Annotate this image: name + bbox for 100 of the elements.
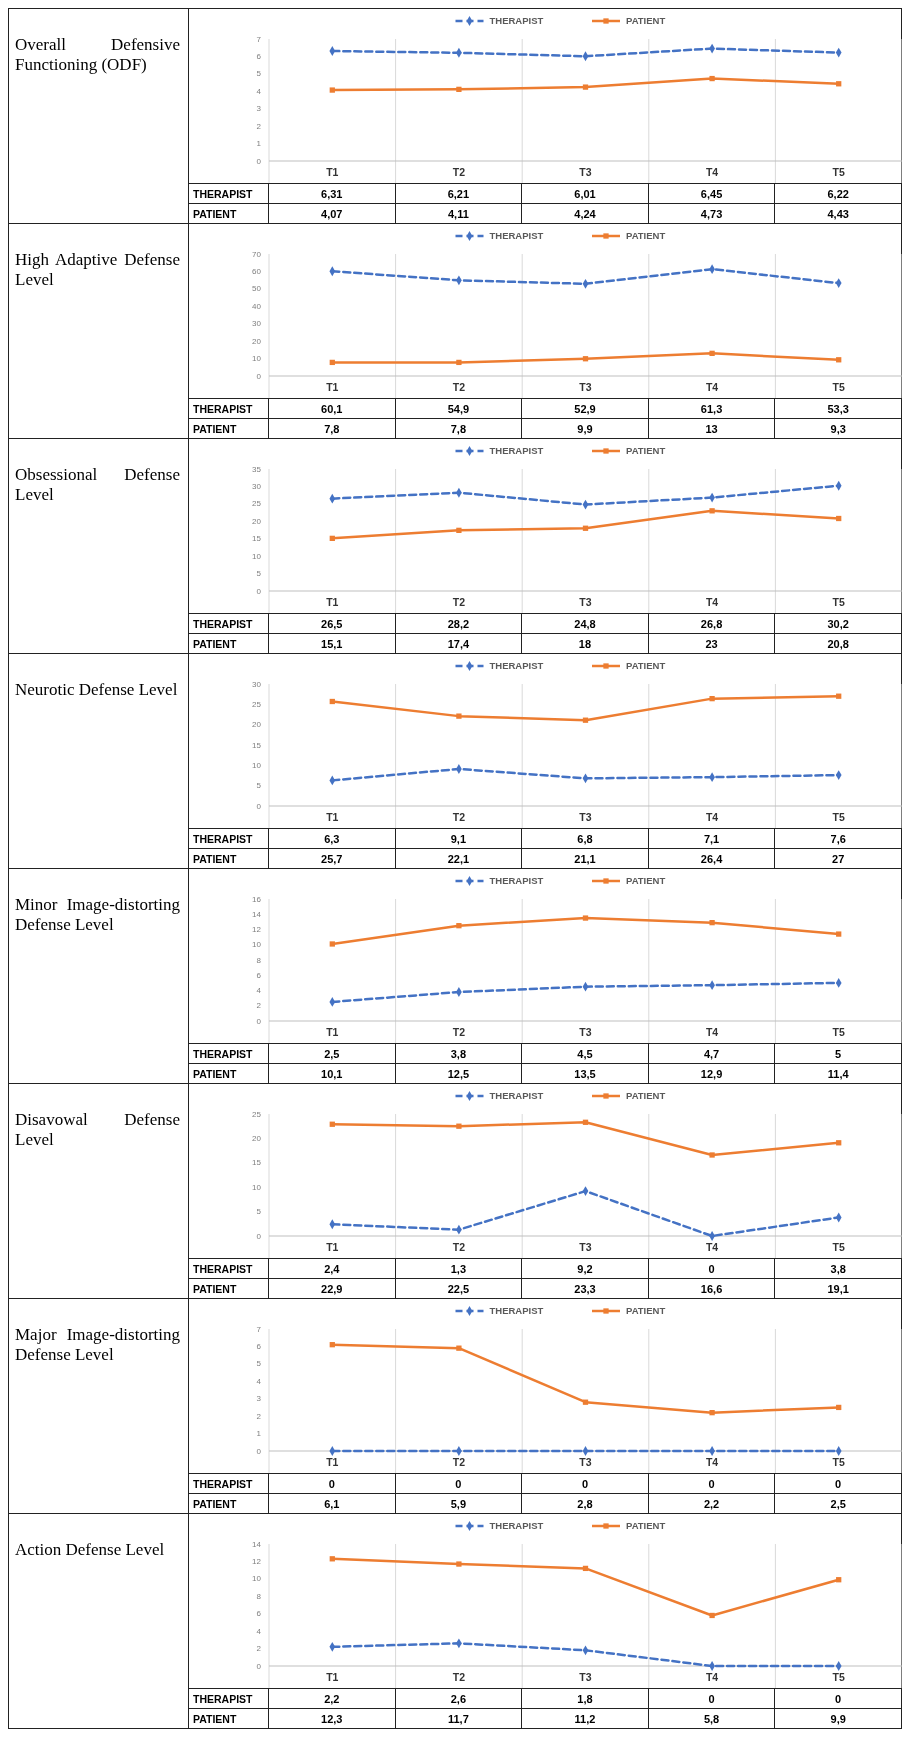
x-tick-label: T5: [832, 381, 845, 393]
data-label: 0: [648, 1258, 775, 1279]
x-tick-label: T5: [832, 1026, 845, 1038]
data-label: 21,1: [521, 848, 649, 869]
data-label: 22,5: [395, 1278, 522, 1299]
y-tick-label: 0: [256, 1231, 262, 1241]
point: [709, 695, 715, 702]
y-tick-label: 10: [252, 1182, 262, 1192]
point: [456, 86, 462, 93]
text: PATIENT: [193, 1282, 237, 1295]
y-tick-label: 12: [252, 1556, 262, 1566]
text: Disavowal Defense Level: [8, 1083, 189, 1299]
text: PATIENT: [193, 1067, 237, 1080]
x-tick-label: T4: [705, 1026, 719, 1038]
legend-label: PATIENT: [626, 1090, 666, 1102]
x-tick-label: T3: [579, 596, 592, 608]
y-tick-label: 30: [252, 481, 262, 491]
y-tick-label: 3: [256, 1394, 262, 1404]
y-tick-label: 3: [256, 104, 262, 114]
data-label: 7,8: [268, 418, 396, 439]
y-tick-label: 10: [252, 551, 262, 561]
data-label: 4,43: [774, 203, 902, 224]
y-tick-label: 20: [252, 1133, 262, 1143]
y-tick-label: 4: [256, 986, 262, 996]
point: [456, 1345, 462, 1351]
y-tick-label: 2: [256, 121, 262, 131]
point: [836, 931, 842, 937]
data-label: 26,5: [268, 613, 396, 634]
y-tick-label: 20: [252, 336, 262, 346]
data-label: 12,3: [268, 1708, 396, 1729]
x-tick-label: T4: [705, 596, 719, 608]
legend-label: THERAPIST: [489, 1090, 544, 1102]
x-tick-label: T3: [579, 166, 592, 178]
data-label: 0: [648, 1688, 775, 1709]
data-label: 4,07: [268, 203, 396, 224]
data-label: 2,4: [268, 1258, 396, 1279]
y-tick-label: 6: [256, 51, 262, 61]
text: THERAPIST: [193, 617, 253, 630]
text: PATIENT: [193, 207, 237, 220]
data-label: 13,5: [521, 1063, 649, 1084]
data-label: 13: [648, 418, 775, 439]
y-tick-label: 5: [256, 781, 262, 791]
text: THERAPIST: [193, 1047, 253, 1060]
y-tick-label: 25: [252, 499, 262, 509]
y-tick-label: 5: [256, 1207, 262, 1217]
legend-label: THERAPIST: [489, 230, 544, 242]
y-tick-label: 4: [256, 86, 262, 96]
text: High Adaptive Defense Level: [8, 223, 189, 439]
data-label: 2,5: [268, 1043, 396, 1064]
y-tick-label: 20: [252, 720, 262, 730]
data-label: 53,3: [774, 398, 902, 419]
data-label: 0: [395, 1473, 522, 1494]
data-label: 19,1: [774, 1278, 902, 1299]
data-label: 22,9: [268, 1278, 396, 1299]
text: THERAPIST: [193, 1692, 253, 1705]
x-tick-label: T2: [452, 381, 466, 393]
legend-label: THERAPIST: [489, 15, 544, 27]
x-tick-label: T1: [326, 1026, 339, 1038]
text: Obsessional Defense Level: [8, 438, 189, 654]
data-label: 27: [774, 848, 902, 869]
legend-label: PATIENT: [626, 660, 666, 672]
y-tick-label: 12: [252, 925, 262, 935]
data-label: 1,3: [395, 1258, 522, 1279]
data-label: 4,7: [648, 1043, 775, 1064]
point: [709, 75, 715, 82]
y-tick-label: 14: [252, 909, 262, 919]
data-label: 4,73: [648, 203, 775, 224]
text: PATIENT: [193, 852, 237, 865]
y-tick-label: 10: [252, 940, 262, 950]
point: [329, 1446, 336, 1456]
data-label: 6,01: [521, 183, 649, 204]
x-tick-label: T3: [579, 1671, 592, 1683]
y-tick-label: 20: [252, 516, 262, 526]
point: [456, 527, 462, 533]
data-label: 15,1: [268, 633, 396, 654]
legend-label: THERAPIST: [489, 1520, 544, 1532]
y-tick-label: 7: [256, 1324, 262, 1334]
data-label: 2,2: [268, 1688, 396, 1709]
y-tick-label: 0: [256, 801, 262, 811]
data-label: 5,9: [395, 1493, 522, 1514]
data-label: 22,1: [395, 848, 522, 869]
text: PATIENT: [193, 637, 237, 650]
x-tick-label: T1: [326, 381, 339, 393]
legend-label: PATIENT: [626, 230, 666, 242]
data-label: 0: [774, 1473, 902, 1494]
data-label: 9,3: [774, 418, 902, 439]
y-tick-label: 16: [252, 894, 262, 904]
point: [709, 1152, 715, 1158]
x-tick-label: T3: [579, 1241, 592, 1253]
y-tick-label: 0: [256, 1016, 262, 1026]
legend-label: PATIENT: [626, 15, 666, 27]
point: [709, 919, 715, 926]
point: [835, 1446, 842, 1456]
y-tick-label: 15: [252, 1158, 262, 1168]
y-tick-label: 35: [252, 464, 262, 474]
y-tick-label: 0: [256, 1446, 262, 1456]
point: [709, 1612, 715, 1619]
data-label: 6,21: [395, 183, 522, 204]
x-tick-label: T3: [579, 381, 592, 393]
y-tick-label: 50: [252, 284, 262, 294]
